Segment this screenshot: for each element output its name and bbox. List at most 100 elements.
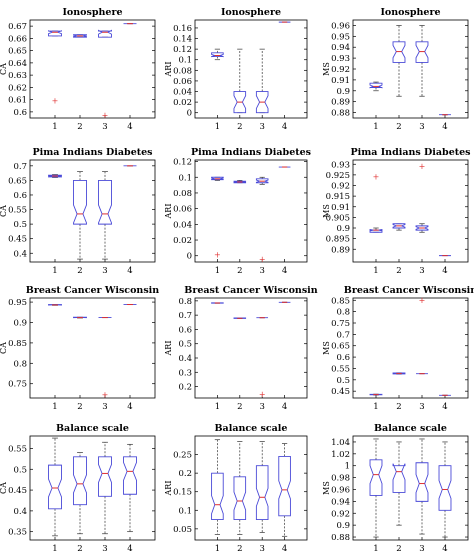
box <box>255 178 269 184</box>
y-tick-label: 0.88 <box>331 109 350 119</box>
y-tick-label: 0 <box>187 109 192 119</box>
y-axis-label: ARI <box>164 204 173 220</box>
y-axis-label: MS <box>322 62 331 76</box>
y-tick-label: 0.8 <box>336 308 350 318</box>
y-axis-label: ARI <box>164 341 173 357</box>
y-tick-label: 0.65 <box>8 176 27 186</box>
box <box>73 179 87 225</box>
y-tick-label: 0.91 <box>331 203 350 213</box>
chart-title: Breast Cancer Wisconsin <box>26 285 159 296</box>
boxplot-panel: Breast Cancer Wisconsin CA 0.75 0.8 0.85 0.9 0… <box>0 285 159 412</box>
y-tick-label: 1 <box>345 462 350 472</box>
y-tick-label: 0.4 <box>13 507 27 517</box>
x-tick-label: 2 <box>237 122 242 132</box>
box <box>211 52 224 58</box>
box <box>233 91 247 114</box>
box <box>278 455 291 517</box>
x-tick-label: 3 <box>419 266 424 276</box>
y-tick-label: 0.8 <box>178 297 192 307</box>
x-tick-label: 1 <box>373 544 378 554</box>
box <box>211 472 224 521</box>
x-tick-label: 2 <box>396 122 401 132</box>
y-axis-label: CA <box>0 205 8 217</box>
plot-frame <box>29 159 156 263</box>
boxplot-panel: Breast Cancer Wisconsin ARI 0.2 0.3 0.4 0.5 0.… <box>164 285 318 412</box>
y-tick-label: 0.9 <box>336 224 350 234</box>
x-tick-label: 4 <box>127 122 132 132</box>
y-tick-label: 0.35 <box>8 528 27 538</box>
y-tick-label: 0.61 <box>8 96 27 106</box>
outlier-point: + <box>102 111 109 120</box>
y-tick-label: 0.9 <box>336 87 350 97</box>
x-tick-label: 3 <box>259 544 264 554</box>
chart-title: Pima Indians Diabetes <box>350 147 470 158</box>
x-tick-label: 3 <box>102 266 107 276</box>
x-tick-label: 2 <box>237 402 242 412</box>
box <box>392 463 406 493</box>
plot-frame <box>194 159 308 263</box>
outlier-point: + <box>52 96 59 105</box>
y-tick-label: 0.15 <box>173 488 192 498</box>
y-tick-label: 0.45 <box>8 235 27 245</box>
outlier-point: + <box>419 296 426 305</box>
y-axis-label: ARI <box>164 62 173 78</box>
y-tick-label: 0.45 <box>331 387 350 397</box>
y-axis-label: CA <box>0 342 8 354</box>
y-axis-label: ARI <box>164 481 173 497</box>
box <box>415 41 429 63</box>
x-tick-label: 1 <box>215 402 220 412</box>
y-tick-label: 0.8 <box>13 359 27 369</box>
y-tick-label: 0.1 <box>178 506 192 516</box>
x-tick-label: 4 <box>282 544 287 554</box>
y-axis-label: CA <box>0 63 8 75</box>
box <box>392 372 406 375</box>
y-tick-label: 0.7 <box>336 330 350 340</box>
y-tick-label: 0.04 <box>173 88 192 98</box>
y-tick-label: 0.85 <box>8 339 27 349</box>
x-tick-label: 1 <box>215 266 220 276</box>
x-tick-label: 1 <box>373 402 378 412</box>
y-tick-label: 0.92 <box>331 65 350 75</box>
y-tick-label: 0.93 <box>331 160 350 170</box>
y-tick-label: 0.895 <box>326 235 350 245</box>
x-tick-label: 4 <box>442 266 447 276</box>
boxplot-panel: IonosphereMS0.880.890.90.910.920.930.940… <box>322 7 469 132</box>
plot-frame <box>194 435 308 541</box>
chart-title: Balance scale <box>56 423 129 434</box>
x-tick-label: 4 <box>282 402 287 412</box>
y-tick-label: 0.5 <box>13 465 27 475</box>
chart-title: Breast Cancer Wisconsin <box>184 285 317 296</box>
outlier-point: + <box>214 250 221 259</box>
boxplot-panel: Pima Indians Diabetes ARI 0 0.02 0.04 0.06 0.0… <box>164 147 311 276</box>
x-tick-label: 4 <box>127 402 132 412</box>
x-tick-label: 4 <box>282 266 287 276</box>
boxplot-panel: Balance scale MS 0.88 0.9 0.92 0.94 0.960.98 1 1… <box>322 423 469 554</box>
y-tick-label: 0.05 <box>173 525 192 535</box>
plot-frame <box>352 159 469 263</box>
y-tick-label: 0.55 <box>8 206 27 216</box>
y-axis-label: CA <box>0 482 8 494</box>
y-tick-label: 0.9 <box>13 318 27 328</box>
y-tick-label: 0.7 <box>178 311 192 321</box>
y-tick-label: 0.85 <box>331 296 350 306</box>
box <box>48 30 62 37</box>
y-tick-label: 0.2 <box>178 469 192 479</box>
y-tick-label: 0.5 <box>336 376 350 386</box>
y-tick-label: 0.1 <box>178 56 192 66</box>
y-tick-label: 0.96 <box>331 485 350 495</box>
y-tick-label: 0.91 <box>331 76 350 86</box>
chart-title: Balance scale <box>374 423 447 434</box>
y-tick-label: 0.89 <box>331 98 350 108</box>
y-tick-label: 0.9 <box>336 521 350 531</box>
outlier-point: + <box>102 391 109 400</box>
y-tick-label: 1.02 <box>331 450 350 460</box>
x-tick-label: 1 <box>52 402 57 412</box>
x-tick-label: 2 <box>396 266 401 276</box>
box <box>369 228 383 233</box>
box <box>48 174 62 178</box>
x-tick-label: 4 <box>442 122 447 132</box>
y-axis-label: MS <box>322 204 331 218</box>
y-tick-label: 0.6 <box>178 325 192 335</box>
y-tick-label: 0.5 <box>13 220 27 230</box>
y-tick-label: 0.14 <box>173 35 192 45</box>
